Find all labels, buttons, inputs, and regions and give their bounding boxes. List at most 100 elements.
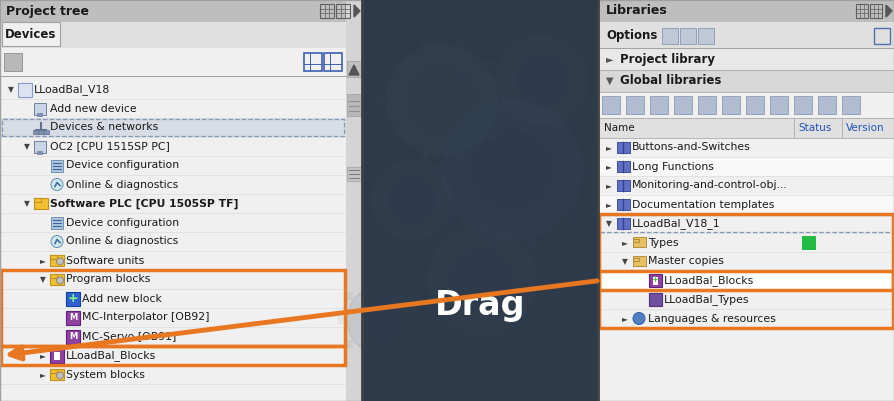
Bar [2,119,344,136]
Text: OC2 [CPU 1515SP PC]: OC2 [CPU 1515SP PC] [50,142,170,152]
Bar [522,124,530,132]
Bar [598,195,894,214]
Bar [485,94,493,102]
Bar [499,96,507,104]
Text: Languages & resources: Languages & resources [648,314,776,324]
Bar [37,150,43,154]
Bar [584,166,592,174]
Bar [856,4,868,18]
Bar [598,48,894,70]
Bar [457,154,465,162]
Bar [0,289,346,308]
Bar [0,0,362,401]
Polygon shape [354,5,360,17]
Bar [0,232,346,251]
Text: ▼: ▼ [24,142,30,151]
Circle shape [412,70,472,130]
Bar [0,48,362,76]
Bar [532,94,539,102]
Bar [818,96,836,114]
Text: ►: ► [606,200,611,209]
Bar [617,142,630,152]
Polygon shape [349,65,359,75]
Text: ►: ► [622,238,628,247]
Bar [50,369,64,379]
Bar [347,167,361,181]
Bar [0,327,346,346]
Bar [366,277,374,285]
Text: Long Functions: Long Functions [632,162,714,172]
Text: Devices & networks: Devices & networks [50,122,158,132]
Bar [393,240,401,248]
Bar [347,61,361,77]
Text: System blocks: System blocks [66,369,145,379]
Bar [389,132,397,140]
Bar [598,157,894,176]
Bar [870,4,882,18]
Bar [532,238,539,246]
Text: Project tree: Project tree [6,4,89,18]
Bar [680,28,696,44]
Bar [497,106,505,114]
Bar [411,340,419,348]
Bar [51,160,63,172]
Text: M: M [69,332,77,341]
Text: LLoadBal_Types: LLoadBal_Types [664,294,749,305]
Bar [842,96,860,114]
Circle shape [442,100,582,240]
Bar [649,292,662,306]
Bar [445,223,453,231]
Bar [598,22,894,48]
Text: ►: ► [40,370,46,379]
Bar [722,96,740,114]
Bar [653,277,658,284]
Bar [497,46,505,54]
Circle shape [633,312,645,324]
Bar [0,365,346,384]
Text: ►: ► [622,314,628,323]
Bar [633,255,646,265]
Bar [770,96,788,114]
Bar [598,92,894,118]
Bar [599,214,893,328]
Text: Project library: Project library [620,53,715,65]
Bar [0,175,346,194]
Bar [362,196,370,204]
Bar [598,252,894,271]
Bar [487,60,495,68]
Bar [598,138,894,157]
Circle shape [56,372,63,379]
Circle shape [390,178,434,222]
Bar [345,292,353,300]
Text: Name: Name [604,123,635,133]
Bar [598,271,894,290]
Bar [50,255,64,265]
Bar [428,240,436,248]
Bar [527,240,536,248]
Bar [391,277,399,285]
Text: Buttons-and-Switches: Buttons-and-Switches [632,142,751,152]
Bar [617,160,630,172]
Bar [0,308,346,327]
Bar [66,330,80,344]
Bar [698,96,716,114]
Bar [389,60,397,68]
Bar [417,276,425,284]
Bar [802,235,816,249]
Bar [0,156,346,175]
Circle shape [451,250,512,310]
Text: +: + [68,292,79,305]
Bar [428,312,436,320]
Bar [4,53,22,71]
Bar [54,352,60,360]
Bar [589,76,597,84]
Text: LLoadBal_V18_1: LLoadBal_V18_1 [632,218,721,229]
Bar [377,96,385,104]
Text: Drag: Drag [434,290,526,322]
Bar [569,211,578,219]
Bar [497,218,505,226]
Bar [33,130,39,134]
Text: Device configuration: Device configuration [66,217,179,227]
Bar [579,46,587,54]
Bar [419,38,427,46]
